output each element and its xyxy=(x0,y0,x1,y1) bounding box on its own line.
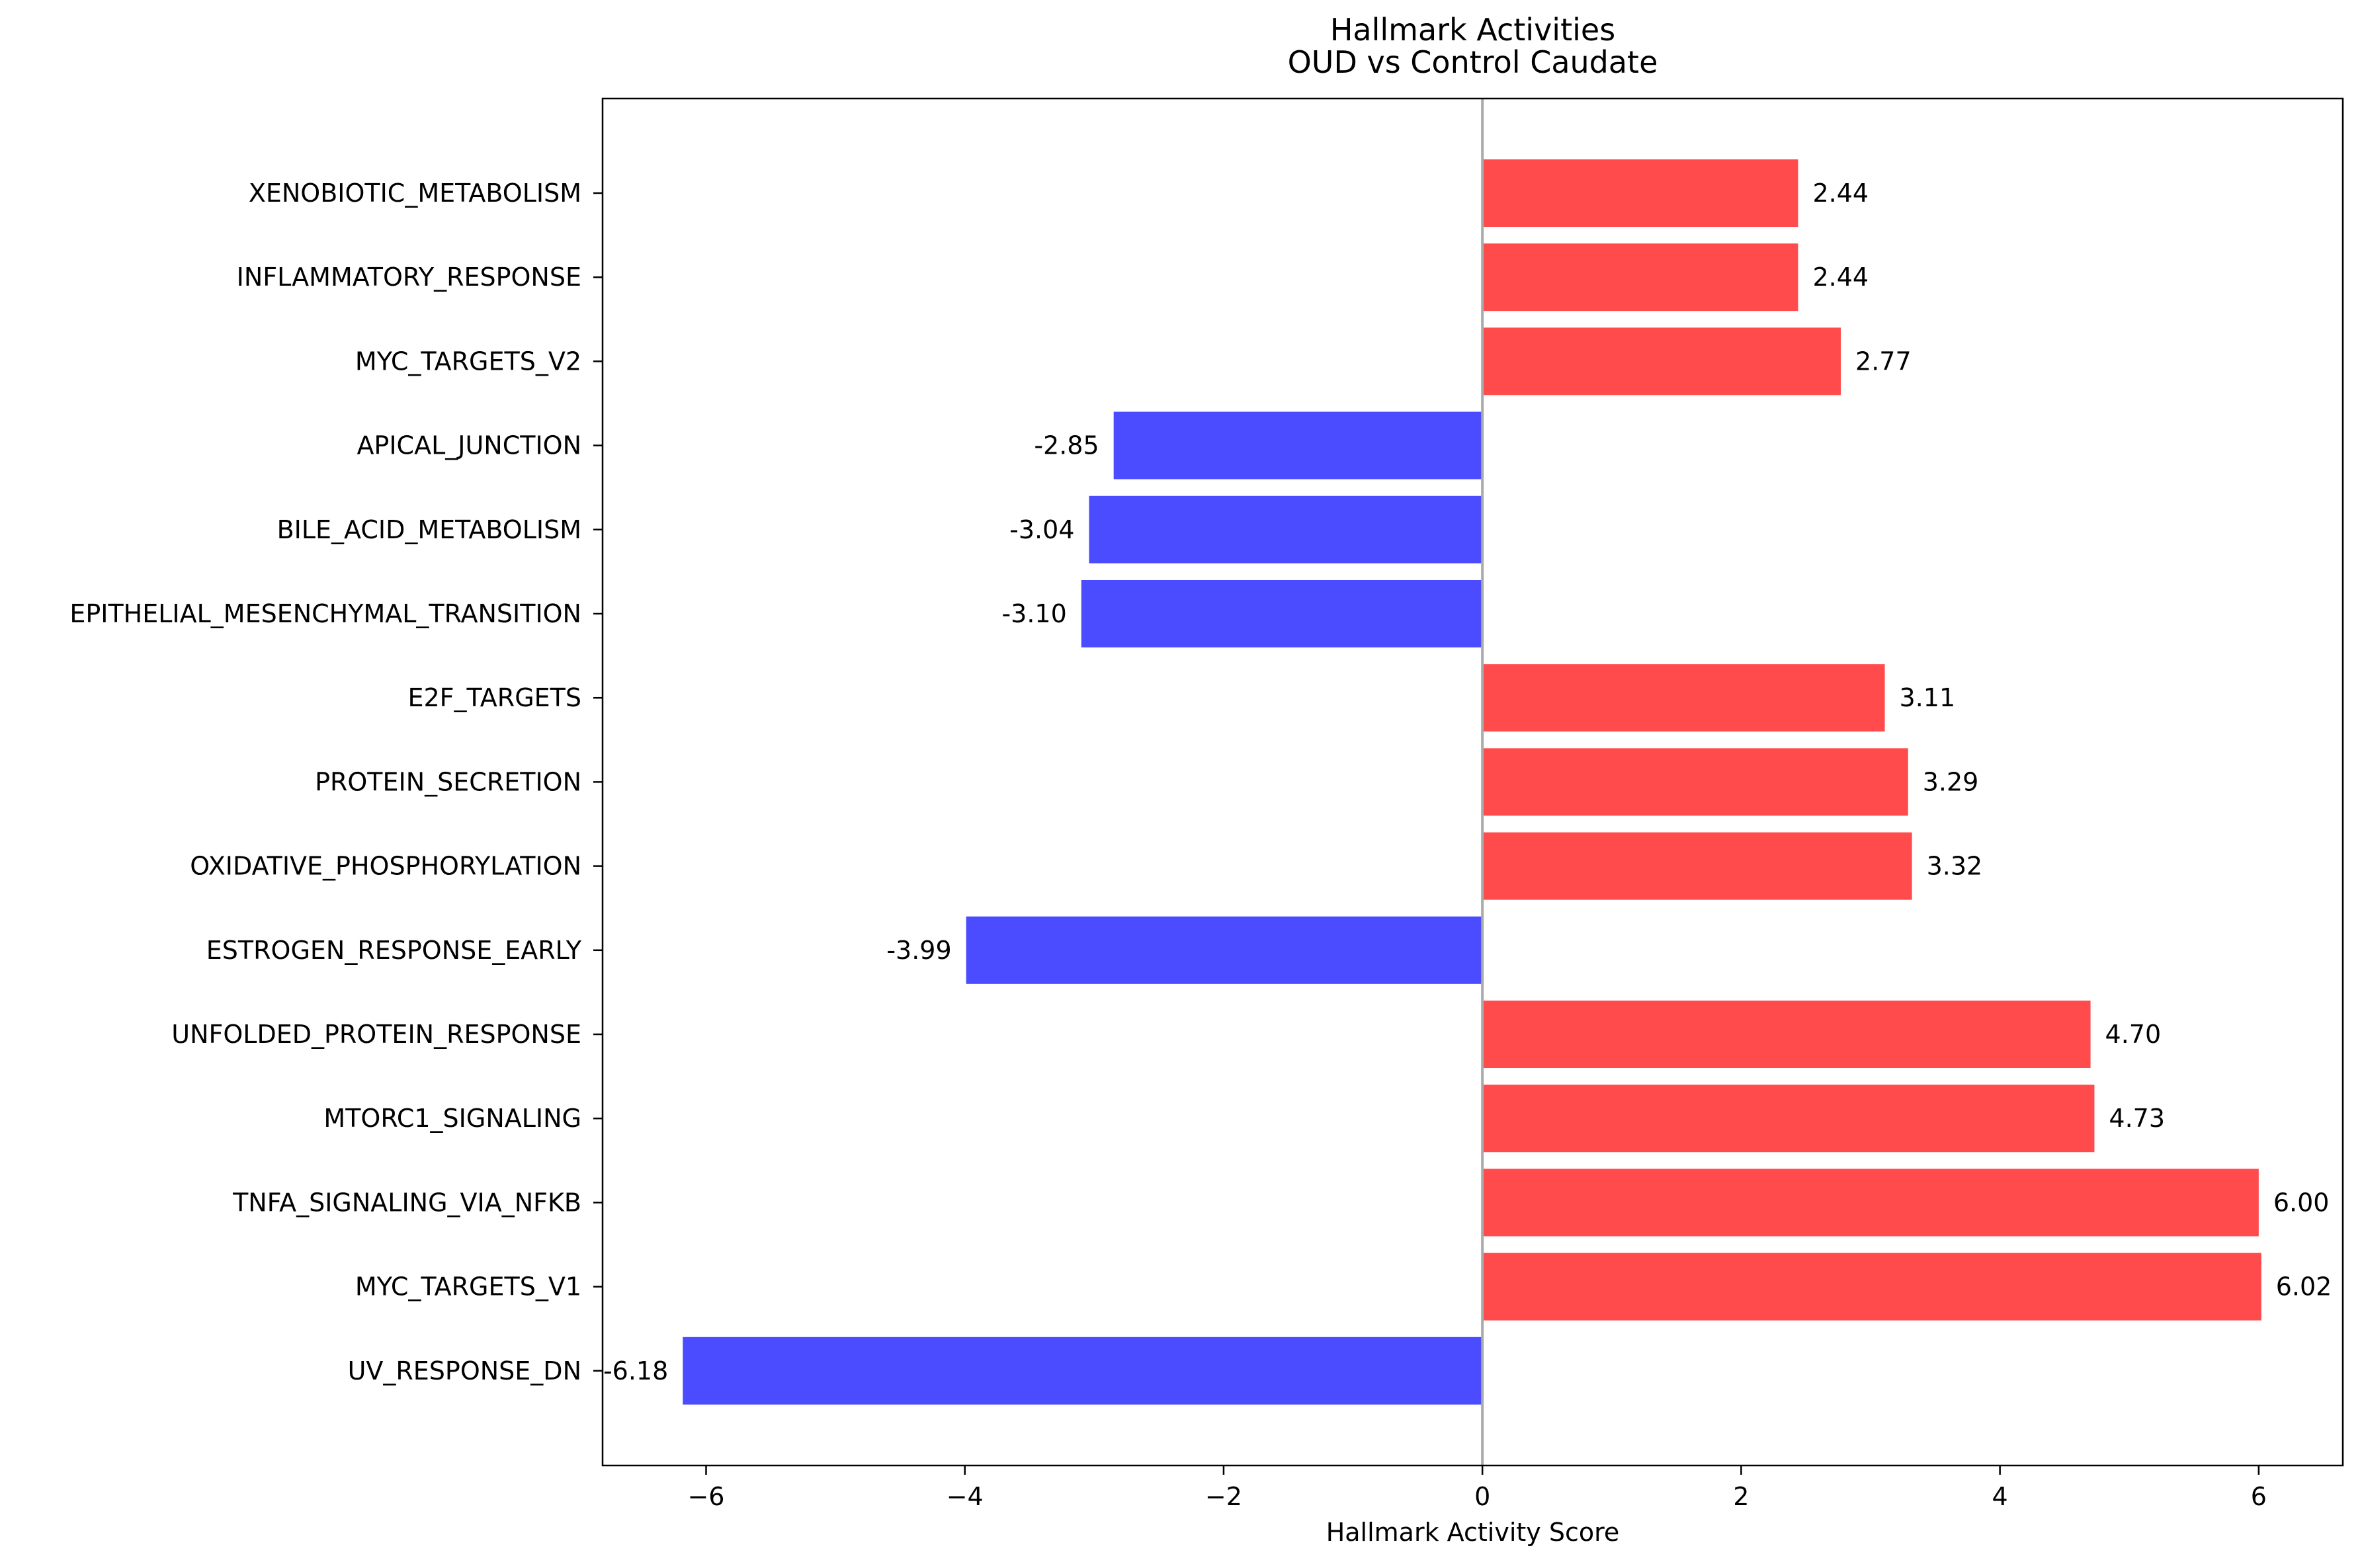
y-tick-label: MTORC1_SIGNALING xyxy=(323,1104,581,1133)
bar-value-label: 4.70 xyxy=(2105,1020,2162,1049)
bar-value-label: -6.18 xyxy=(603,1356,668,1385)
bar-bile-acid-metabolism xyxy=(1089,495,1483,563)
y-tick-label: TNFA_SIGNALING_VIA_NFKB xyxy=(232,1188,581,1217)
y-tick-label: BILE_ACID_METABOLISM xyxy=(277,515,581,544)
x-tick-label: 0 xyxy=(1474,1482,1490,1511)
y-tick-label: ESTROGEN_RESPONSE_EARLY xyxy=(206,936,582,965)
x-tick-label: −2 xyxy=(1205,1482,1242,1511)
y-tick-label: INFLAMMATORY_RESPONSE xyxy=(237,263,581,292)
bar-value-label: 3.11 xyxy=(1900,683,1956,712)
bar-uv-response-dn xyxy=(683,1337,1483,1405)
y-tick-label: OXIDATIVE_PHOSPHORYLATION xyxy=(190,852,581,881)
y-axis: XENOBIOTIC_METABOLISM INFLAMMATORY_RESPON… xyxy=(69,179,603,1385)
bar-value-label: 6.02 xyxy=(2276,1272,2332,1301)
y-tick-label: APICAL_JUNCTION xyxy=(357,431,581,460)
chart-title-line: OUD vs Control Caudate xyxy=(1288,44,1658,80)
bar-myc-targets-v1 xyxy=(1482,1253,2261,1321)
x-tick-label: −4 xyxy=(947,1482,984,1511)
x-tick-label: 4 xyxy=(1992,1482,2008,1511)
y-tick-label: MYC_TARGETS_V1 xyxy=(355,1272,581,1301)
bar-epithelial-mesenchymal-transition xyxy=(1081,580,1483,647)
bars-group xyxy=(683,159,2261,1405)
bar-protein-secretion xyxy=(1482,748,1908,816)
y-tick-label: E2F_TARGETS xyxy=(408,683,582,712)
bar-mtorc1-signaling xyxy=(1482,1085,2095,1153)
bar-inflammatory-response xyxy=(1482,243,1798,311)
bar-value-label: 3.32 xyxy=(1927,852,1983,881)
x-tick-label: 6 xyxy=(2251,1482,2267,1511)
y-tick-label: UV_RESPONSE_DN xyxy=(348,1356,581,1385)
bar-estrogen-response-early xyxy=(966,916,1483,984)
x-axis-label: Hallmark Activity Score xyxy=(1326,1518,1620,1547)
x-axis: −6 −4 −2 0 2 4 6 xyxy=(687,1465,2267,1511)
bar-value-label: 2.44 xyxy=(1812,179,1869,208)
bar-e2f-targets xyxy=(1482,664,1885,732)
x-tick-label: 2 xyxy=(1733,1482,1749,1511)
bar-value-label: 4.73 xyxy=(2109,1104,2165,1133)
y-tick-label: XENOBIOTIC_METABOLISM xyxy=(249,179,581,208)
value-labels-group: 2.44 2.44 2.77 -2.85 -3.04 -3.10 3.11 3.29 3.32 -… xyxy=(603,179,2332,1385)
chart-title-line: Hallmark Activities xyxy=(1330,12,1615,48)
bar-tnfa-signaling-via-nfkb xyxy=(1482,1169,2259,1237)
bar-apical-junction xyxy=(1113,411,1483,479)
y-tick-label: PROTEIN_SECRETION xyxy=(315,767,581,796)
bar-unfolded-protein-response xyxy=(1482,1001,2091,1068)
y-tick-label: MYC_TARGETS_V2 xyxy=(355,347,581,376)
bar-value-label: -3.99 xyxy=(886,936,951,965)
bar-oxidative-phosphorylation xyxy=(1482,832,1912,900)
bar-value-label: 6.00 xyxy=(2273,1188,2330,1217)
bar-value-label: -2.85 xyxy=(1034,431,1099,460)
x-tick-label: −6 xyxy=(687,1482,724,1511)
bar-value-label: 3.29 xyxy=(1923,767,1979,796)
bar-value-label: 2.44 xyxy=(1812,263,1869,292)
bar-value-label: 2.77 xyxy=(1855,347,1912,376)
plot-frame xyxy=(601,97,2344,1467)
bar-value-label: -3.10 xyxy=(1001,599,1066,628)
y-tick-label: UNFOLDED_PROTEIN_RESPONSE xyxy=(171,1020,581,1049)
bar-myc-targets-v2 xyxy=(1482,327,1841,395)
y-tick-label: EPITHELIAL_MESENCHYMAL_TRANSITION xyxy=(69,599,581,628)
bar-value-label: -3.04 xyxy=(1009,515,1074,544)
bar-xenobiotic-metabolism xyxy=(1482,159,1798,227)
